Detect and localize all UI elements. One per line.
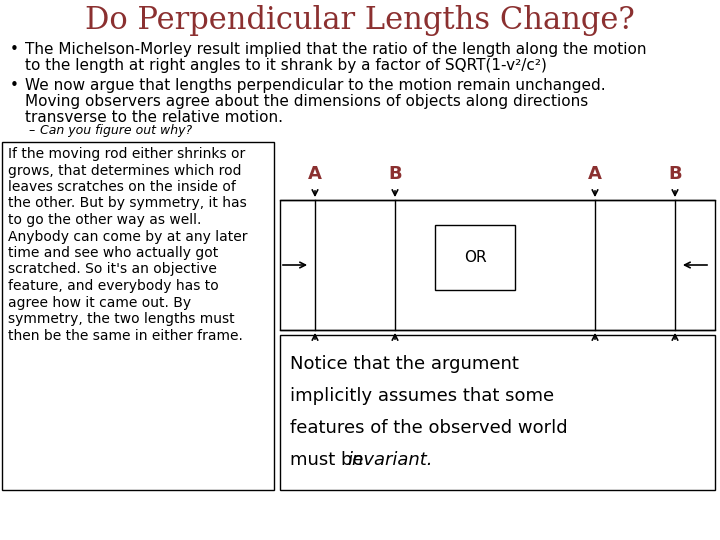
Text: then be the same in either frame.: then be the same in either frame. [8,328,243,342]
Bar [2,142,274,490]
Text: B: B [388,165,402,183]
Text: invariant.: invariant. [348,451,433,469]
Text: agree how it came out. By: agree how it came out. By [8,295,191,309]
Text: Anybody can come by at any later: Anybody can come by at any later [8,230,248,244]
Bar [435,225,515,290]
Text: time and see who actually got: time and see who actually got [8,246,218,260]
Text: A: A [588,165,602,183]
Text: •: • [10,42,19,57]
Text: The Michelson-Morley result implied that the ratio of the length along the motio: The Michelson-Morley result implied that… [25,42,647,57]
Text: must be: must be [290,451,369,469]
Text: implicitly assumes that some: implicitly assumes that some [290,387,554,405]
Text: features of the observed world: features of the observed world [290,419,567,437]
Text: OR: OR [464,250,486,265]
Text: Can you figure out why?: Can you figure out why? [40,124,192,137]
Text: feature, and everybody has to: feature, and everybody has to [8,279,219,293]
Text: to the length at right angles to it shrank by a factor of SQRT(1-v²/c²): to the length at right angles to it shra… [25,58,547,73]
Text: B: B [668,165,682,183]
Text: Do Perpendicular Lengths Change?: Do Perpendicular Lengths Change? [85,5,635,36]
Text: to go the other way as well.: to go the other way as well. [8,213,202,227]
Text: If the moving rod either shrinks or: If the moving rod either shrinks or [8,147,246,161]
Text: transverse to the relative motion.: transverse to the relative motion. [25,110,283,125]
Text: A: A [308,165,322,183]
Text: –: – [28,124,35,137]
Text: Moving observers agree about the dimensions of objects along directions: Moving observers agree about the dimensi… [25,94,588,109]
Text: the other. But by symmetry, it has: the other. But by symmetry, it has [8,197,247,211]
Bar [280,335,715,490]
Text: symmetry, the two lengths must: symmetry, the two lengths must [8,312,235,326]
Text: scratched. So it's an objective: scratched. So it's an objective [8,262,217,276]
Text: leaves scratches on the inside of: leaves scratches on the inside of [8,180,236,194]
Text: •: • [10,78,19,93]
Text: grows, that determines which rod: grows, that determines which rod [8,164,241,178]
Text: Notice that the argument: Notice that the argument [290,355,519,373]
Text: We now argue that lengths perpendicular to the motion remain unchanged.: We now argue that lengths perpendicular … [25,78,606,93]
Bar [280,200,715,330]
